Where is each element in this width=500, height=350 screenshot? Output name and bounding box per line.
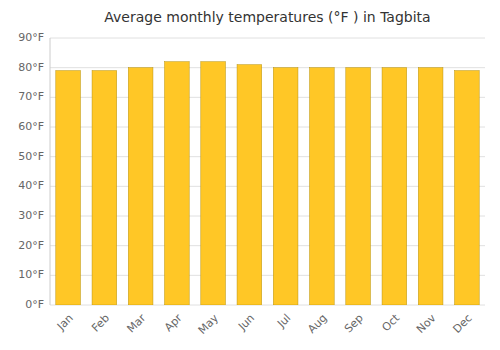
bar (310, 68, 335, 305)
page: {"chart_data": {"type": "bar", "title": … (0, 0, 500, 350)
y-tick-label: 10°F (18, 268, 44, 281)
grid (50, 38, 485, 305)
bar (128, 68, 153, 305)
x-tick-label: Nov (414, 311, 439, 336)
y-axis: 0°F 10°F 20°F 30°F 40°F 50°F 60°F 70°F 80°F 90°F (18, 31, 50, 311)
y-tick-label: 50°F (18, 150, 44, 163)
title: Average monthly temperatures (°F ) in Ta… (104, 9, 430, 25)
x-axis: Jan Feb Mar Apr May Jun Jul Aug Sep Oct Nov Dec (54, 311, 475, 337)
chart: Average monthly temperatures (°F ) in Ta… (0, 0, 500, 350)
bar (201, 62, 226, 305)
bar (418, 68, 443, 305)
bar (346, 68, 371, 305)
x-tick-label: Feb (89, 312, 112, 335)
x-tick-label: Oct (380, 311, 403, 334)
bar (56, 71, 81, 305)
grid-line (50, 38, 485, 39)
y-tick-label: 30°F (18, 209, 44, 222)
x-tick-label: May (196, 311, 222, 337)
y-tick-label: 70°F (18, 90, 44, 103)
y-tick-label: 20°F (18, 239, 44, 252)
x-tick-label: Dec (450, 312, 474, 336)
x-tick-label: Jun (235, 312, 257, 334)
y-tick-label: 80°F (18, 61, 44, 74)
y-tick-label: 40°F (18, 179, 44, 192)
x-tick-label: Jul (274, 312, 293, 331)
bar (455, 71, 480, 305)
x-tick-label: Jan (54, 312, 76, 334)
bar (92, 71, 117, 305)
bar (237, 65, 262, 305)
chart-container: Average monthly temperatures (°F ) in Ta… (0, 0, 500, 350)
x-tick-label: Mar (125, 311, 149, 335)
bar (273, 68, 298, 305)
bar (382, 68, 407, 305)
y-tick-label: 0°F (25, 298, 44, 311)
y-axis-line (50, 38, 51, 305)
x-tick-label: Apr (162, 311, 185, 334)
y-tick-label: 60°F (18, 120, 44, 133)
x-tick-label: Aug (305, 312, 329, 336)
bar (165, 62, 190, 305)
bars (56, 62, 479, 305)
x-tick-label: Sep (342, 312, 366, 336)
y-tick-label: 90°F (18, 31, 44, 44)
